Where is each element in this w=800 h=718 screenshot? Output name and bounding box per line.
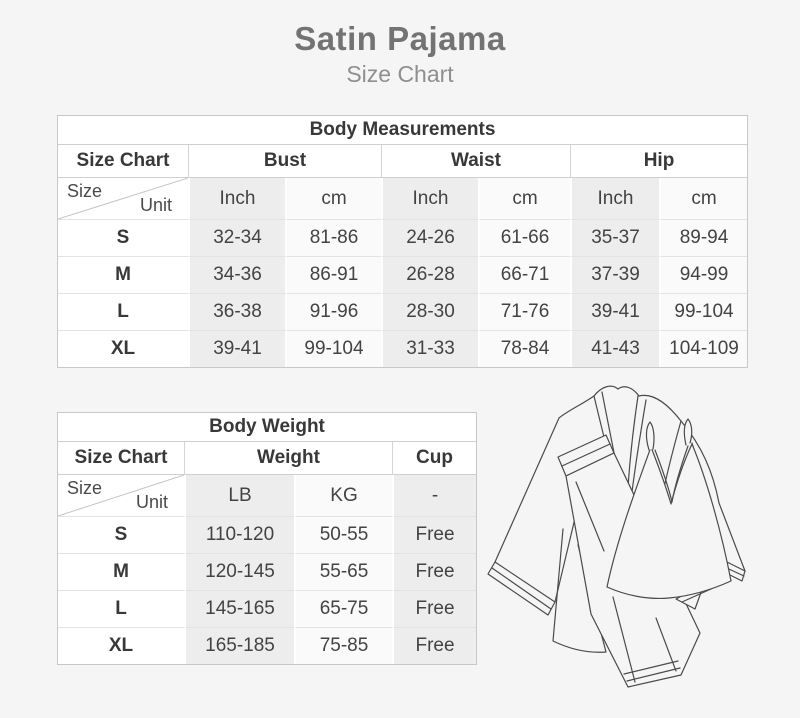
value-cell: 91-96 bbox=[285, 294, 381, 331]
table-title-row: Body Measurements bbox=[58, 116, 748, 145]
value-cell: 66-71 bbox=[478, 257, 570, 294]
value-cell: 36-38 bbox=[188, 294, 285, 331]
table-title: Body Measurements bbox=[58, 116, 748, 145]
corner-header: Size Chart bbox=[58, 145, 188, 178]
size-label: M bbox=[58, 257, 188, 294]
value-cell: 65-75 bbox=[294, 591, 392, 628]
size-label: S bbox=[58, 220, 188, 257]
size-row-l: L 36-38 91-96 28-30 71-76 39-41 99-104 bbox=[58, 294, 748, 331]
unit-label: Inch bbox=[570, 178, 659, 220]
unit-label: - bbox=[392, 475, 477, 517]
size-label: L bbox=[58, 591, 184, 628]
group-weight: Weight bbox=[184, 442, 392, 475]
size-row-xl: XL 39-41 99-104 31-33 78-84 41-43 104-109 bbox=[58, 331, 748, 367]
group-bust: Bust bbox=[188, 145, 381, 178]
unit-label: Inch bbox=[188, 178, 285, 220]
size-row-m: M 34-36 86-91 26-28 66-71 37-39 94-99 bbox=[58, 257, 748, 294]
unit-label: KG bbox=[294, 475, 392, 517]
value-cell: 165-185 bbox=[184, 628, 294, 664]
value-cell: 86-91 bbox=[285, 257, 381, 294]
size-row-s: S 32-34 81-86 24-26 61-66 35-37 89-94 bbox=[58, 220, 748, 257]
group-header-row: Size Chart Weight Cup bbox=[58, 442, 477, 475]
group-waist: Waist bbox=[381, 145, 570, 178]
body-weight-table: Body Weight Size Chart Weight Cup Size U… bbox=[57, 412, 478, 665]
diagonal-size-label: Size bbox=[67, 181, 103, 201]
value-cell: Free bbox=[392, 628, 477, 664]
value-cell: 94-99 bbox=[659, 257, 748, 294]
value-cell: 26-28 bbox=[381, 257, 478, 294]
value-cell: Free bbox=[392, 554, 477, 591]
corner-header: Size Chart bbox=[58, 442, 184, 475]
unit-label: cm bbox=[659, 178, 748, 220]
table-title: Body Weight bbox=[58, 413, 477, 442]
value-cell: 104-109 bbox=[659, 331, 748, 367]
page-title: Satin Pajama bbox=[294, 20, 506, 57]
value-cell: 75-85 bbox=[294, 628, 392, 664]
value-cell: 41-43 bbox=[570, 331, 659, 367]
size-row-m: M 120-145 55-65 Free bbox=[58, 554, 477, 591]
value-cell: 31-33 bbox=[381, 331, 478, 367]
size-row-s: S 110-120 50-55 Free bbox=[58, 517, 477, 554]
value-cell: 39-41 bbox=[570, 294, 659, 331]
camisole-line-art bbox=[606, 418, 732, 600]
unit-header-row: Size Unit LB KG - bbox=[58, 475, 477, 517]
value-cell: 81-86 bbox=[285, 220, 381, 257]
diagonal-divider bbox=[58, 178, 188, 219]
diagonal-unit-label: Unit bbox=[135, 492, 168, 512]
value-cell: 37-39 bbox=[570, 257, 659, 294]
value-cell: Free bbox=[392, 591, 477, 628]
size-unit-corner-cell: Size Unit bbox=[58, 178, 188, 220]
value-cell: 34-36 bbox=[188, 257, 285, 294]
value-cell: 50-55 bbox=[294, 517, 392, 554]
unit-header-row: Size Unit Inch cm Inch cm Inch cm bbox=[58, 178, 748, 220]
diagonal-size-label: Size bbox=[67, 478, 103, 498]
diagonal-unit-label: Unit bbox=[139, 195, 172, 215]
value-cell: 99-104 bbox=[659, 294, 748, 331]
value-cell: 120-145 bbox=[184, 554, 294, 591]
value-cell: 61-66 bbox=[478, 220, 570, 257]
size-unit-corner-cell: Size Unit bbox=[58, 475, 184, 517]
unit-label: Inch bbox=[381, 178, 478, 220]
size-label: L bbox=[58, 294, 188, 331]
value-cell: 110-120 bbox=[184, 517, 294, 554]
group-hip: Hip bbox=[570, 145, 748, 178]
value-cell: Free bbox=[392, 517, 477, 554]
unit-label: LB bbox=[184, 475, 294, 517]
size-label: S bbox=[58, 517, 184, 554]
value-cell: 35-37 bbox=[570, 220, 659, 257]
table-title-row: Body Weight bbox=[58, 413, 477, 442]
value-cell: 89-94 bbox=[659, 220, 748, 257]
unit-label: cm bbox=[478, 178, 570, 220]
group-cup: Cup bbox=[392, 442, 477, 475]
value-cell: 55-65 bbox=[294, 554, 392, 591]
body-measurements-table: Body Measurements Size Chart Bust Waist … bbox=[57, 115, 749, 368]
page-subtitle: Size Chart bbox=[346, 61, 454, 87]
satin-pajama-illustration bbox=[487, 385, 746, 688]
value-cell: 99-104 bbox=[285, 331, 381, 367]
size-label: XL bbox=[58, 628, 184, 664]
size-label: XL bbox=[58, 331, 188, 367]
value-cell: 71-76 bbox=[478, 294, 570, 331]
diagonal-divider bbox=[58, 475, 184, 516]
size-row-l: L 145-165 65-75 Free bbox=[58, 591, 477, 628]
value-cell: 39-41 bbox=[188, 331, 285, 367]
value-cell: 145-165 bbox=[184, 591, 294, 628]
unit-label: cm bbox=[285, 178, 381, 220]
size-label: M bbox=[58, 554, 184, 591]
value-cell: 32-34 bbox=[188, 220, 285, 257]
size-row-xl: XL 165-185 75-85 Free bbox=[58, 628, 477, 664]
value-cell: 78-84 bbox=[478, 331, 570, 367]
value-cell: 28-30 bbox=[381, 294, 478, 331]
group-header-row: Size Chart Bust Waist Hip bbox=[58, 145, 748, 178]
value-cell: 24-26 bbox=[381, 220, 478, 257]
